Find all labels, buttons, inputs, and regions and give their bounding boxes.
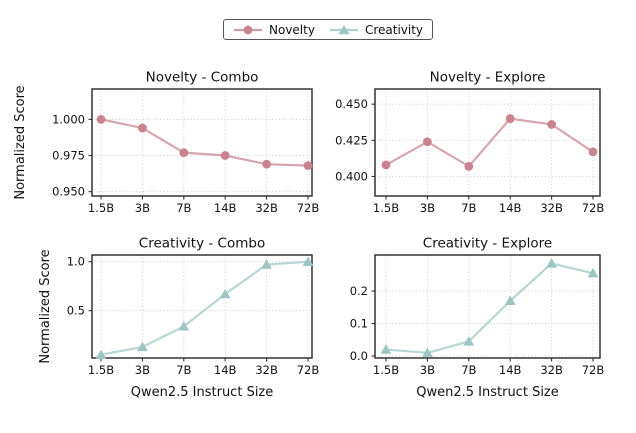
- y-tick-label: 0.425: [335, 133, 368, 147]
- x-tick-label: 32B: [540, 363, 563, 377]
- data-point-triangle: [463, 336, 475, 346]
- chart-creativity-combo: 1.5B 3B 7B 14B 32B 72B 0.5 1.0 Creativity - Comb…: [38, 236, 319, 401]
- x-tick-label: 3B: [135, 363, 150, 377]
- data-point-circle: [588, 147, 598, 157]
- x-axis-label: Qwen2.5 Instruct Size: [131, 385, 274, 400]
- y-tick-label: 1.000: [52, 112, 85, 126]
- data-point-triangle: [302, 256, 314, 266]
- y-tick-label: 0.950: [52, 185, 85, 199]
- x-tick-label: 72B: [582, 201, 605, 215]
- chart-creativity-explore: 1.5B 3B 7B 14B 32B 72B 0.0 0.1 0.2 Creativity - E…: [350, 236, 605, 401]
- chart-novelty-combo: 1.5B 3B 7B 14B 32B 72B 0.950 0.975 1.000 Novelty …: [13, 70, 319, 216]
- data-point-triangle: [587, 267, 599, 278]
- axes-box: [91, 88, 313, 197]
- x-tick-label: 1.5B: [373, 363, 399, 377]
- data-point-circle: [464, 161, 474, 171]
- y-axis-label: Normalized Score: [38, 249, 53, 363]
- x-tick-label: 32B: [255, 201, 278, 215]
- y-tick-label: 0.400: [335, 169, 368, 183]
- series-line: [100, 118, 309, 167]
- axes-box: [374, 88, 601, 197]
- series-line: [100, 260, 309, 356]
- y-tick-label: 0.1: [350, 317, 368, 331]
- data-point-triangle: [219, 288, 231, 299]
- data-point-circle: [262, 159, 271, 169]
- x-tick-label: 1.5B: [373, 201, 399, 215]
- data-point-triangle: [261, 259, 272, 269]
- data-point-circle: [220, 151, 230, 160]
- legend-item-creativity: Creativity: [329, 23, 423, 37]
- x-tick-label: 72B: [297, 201, 320, 215]
- novelty-line-circle-icon: [234, 25, 262, 34]
- x-tick-label: 14B: [214, 363, 237, 377]
- x-tick-label: 1.5B: [88, 201, 114, 215]
- data-point-circle: [423, 137, 432, 147]
- x-tick-label: 1.5B: [88, 363, 114, 377]
- x-tick-label: 7B: [461, 201, 476, 215]
- x-tick-label: 14B: [214, 201, 237, 215]
- x-tick-label: 7B: [176, 201, 191, 215]
- x-tick-label: 7B: [176, 363, 191, 377]
- axes-box: [91, 254, 313, 359]
- y-tick-label: 1.0: [67, 255, 85, 269]
- x-tick-label: 14B: [499, 201, 522, 215]
- legend-label-creativity: Creativity: [364, 22, 424, 37]
- x-tick-label: 72B: [297, 363, 320, 377]
- series-line: [385, 262, 594, 354]
- x-tick-label: 72B: [582, 363, 605, 377]
- data-point-circle: [303, 161, 313, 171]
- x-tick-label: 3B: [420, 363, 435, 377]
- data-point-circle: [179, 148, 189, 158]
- data-point-circle: [505, 114, 515, 124]
- x-tick-label: 14B: [499, 363, 522, 377]
- x-tick-label: 3B: [420, 201, 435, 215]
- data-point-triangle: [178, 321, 190, 331]
- creativity-line-triangle-icon: [329, 24, 358, 34]
- axes-box: [374, 254, 601, 359]
- series-line: [385, 117, 594, 168]
- y-axis-label: Normalized Score: [13, 85, 28, 199]
- chart-novelty-explore: 1.5B 3B 7B 14B 32B 72B 0.400 0.425 0.450 Novelty …: [335, 70, 604, 216]
- y-tick-label: 0.0: [350, 349, 368, 363]
- y-tick-label: 0.2: [350, 284, 368, 298]
- data-point-circle: [96, 114, 106, 124]
- data-point-triangle: [137, 341, 148, 352]
- legend: Novelty Creativity: [223, 19, 434, 40]
- x-tick-label: 32B: [540, 201, 563, 215]
- data-point-circle: [381, 160, 391, 170]
- legend-item-novelty: Novelty: [233, 23, 315, 37]
- y-tick-label: 0.450: [335, 97, 368, 111]
- legend-label-novelty: Novelty: [269, 22, 315, 37]
- data-point-circle: [547, 120, 556, 129]
- y-tick-label: 0.975: [52, 149, 85, 163]
- y-tick-label: 0.5: [67, 304, 85, 318]
- chart-title: Creativity - Combo: [139, 236, 265, 252]
- x-tick-label: 7B: [461, 363, 476, 377]
- x-axis-label: Qwen2.5 Instruct Size: [416, 385, 559, 400]
- chart-title: Novelty - Combo: [146, 70, 259, 86]
- x-tick-label: 32B: [255, 363, 278, 377]
- chart-title: Novelty - Explore: [430, 70, 546, 86]
- data-point-triangle: [422, 347, 433, 358]
- data-point-triangle: [95, 349, 107, 359]
- chart-title: Creativity - Explore: [423, 236, 552, 252]
- data-point-circle: [138, 123, 147, 133]
- data-point-triangle: [380, 344, 392, 354]
- x-tick-label: 3B: [135, 201, 150, 215]
- data-point-triangle: [504, 295, 516, 306]
- data-point-triangle: [546, 258, 557, 268]
